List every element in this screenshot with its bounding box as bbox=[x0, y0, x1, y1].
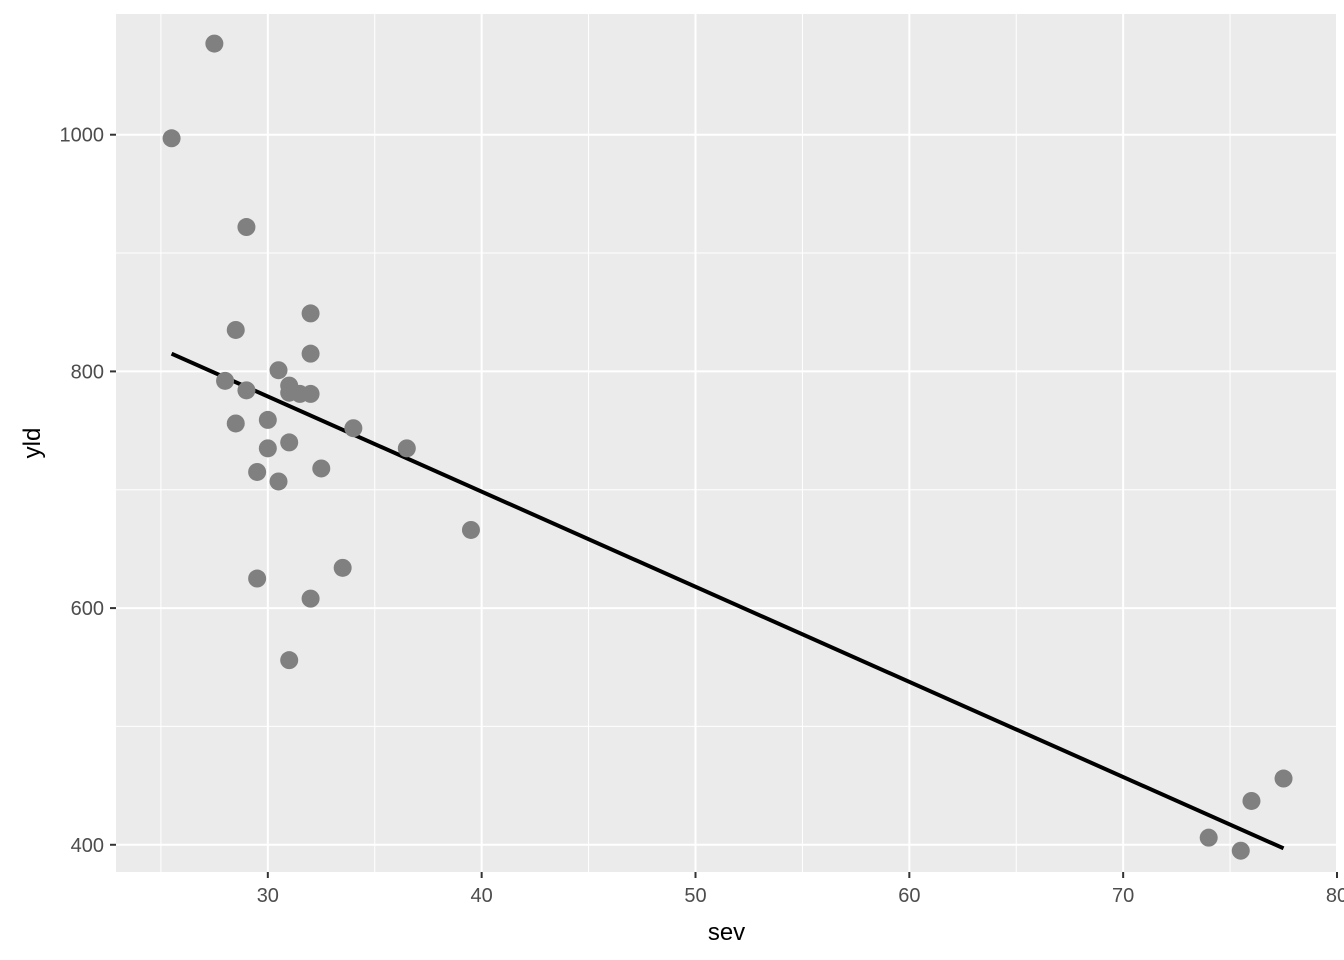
y-axis: 400 600 800 1000 bbox=[60, 125, 116, 857]
y-axis-title: yld bbox=[19, 428, 46, 459]
data-point bbox=[461, 520, 480, 539]
data-point bbox=[237, 381, 256, 400]
major-gridlines bbox=[116, 14, 1338, 872]
minor-gridlines bbox=[116, 14, 1337, 872]
x-tick-label: 60 bbox=[898, 885, 920, 907]
y-tick-label: 400 bbox=[71, 835, 104, 857]
data-point bbox=[237, 218, 256, 237]
data-point bbox=[258, 410, 277, 429]
data-point bbox=[333, 558, 352, 577]
data-point bbox=[248, 462, 267, 481]
data-point bbox=[216, 371, 235, 390]
y-tick-label: 1000 bbox=[60, 125, 105, 147]
data-point bbox=[312, 459, 331, 478]
y-tick-label: 600 bbox=[71, 598, 104, 620]
data-point bbox=[280, 651, 299, 670]
data-point bbox=[248, 569, 267, 588]
x-axis: 30 40 50 60 70 80 bbox=[257, 872, 1344, 907]
data-point bbox=[301, 344, 320, 363]
y-tick-label: 800 bbox=[71, 361, 104, 383]
data-point bbox=[205, 34, 224, 53]
data-point bbox=[301, 384, 320, 403]
x-tick-label: 70 bbox=[1112, 885, 1134, 907]
data-point bbox=[1199, 828, 1218, 847]
data-point bbox=[301, 304, 320, 323]
data-point bbox=[1274, 769, 1293, 788]
data-point bbox=[226, 320, 245, 339]
data-point bbox=[269, 472, 288, 491]
x-tick-label: 80 bbox=[1326, 885, 1344, 907]
data-point bbox=[301, 589, 320, 608]
data-points bbox=[162, 34, 1293, 860]
data-point bbox=[397, 439, 416, 458]
data-point bbox=[258, 439, 277, 458]
x-tick-label: 30 bbox=[257, 885, 279, 907]
data-point bbox=[162, 129, 181, 148]
data-point bbox=[226, 414, 245, 433]
x-axis-title: sev bbox=[708, 919, 745, 946]
data-point bbox=[269, 361, 288, 380]
x-tick-label: 40 bbox=[471, 885, 493, 907]
data-point bbox=[1242, 791, 1261, 810]
x-tick-label: 50 bbox=[684, 885, 706, 907]
data-point bbox=[280, 433, 299, 452]
plot-panel bbox=[116, 14, 1337, 872]
data-point bbox=[1231, 841, 1250, 860]
data-point bbox=[344, 419, 363, 438]
